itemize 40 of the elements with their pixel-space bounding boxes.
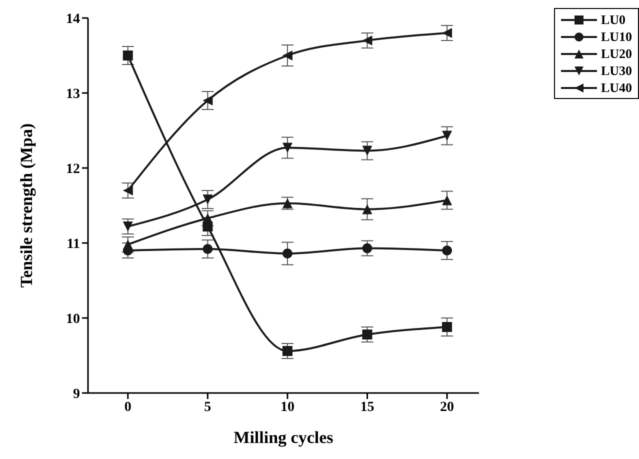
point [442,28,452,38]
y-tick-label: 9 [73,386,80,402]
point [362,204,372,214]
point [202,213,213,224]
point [282,248,292,258]
legend-label: LU40 [600,80,632,96]
point [282,142,292,153]
point [202,194,213,204]
y-tick-label: 12 [66,162,80,177]
y-tick-label: 10 [66,312,80,327]
x-tick-label: 5 [204,400,212,415]
point [122,50,133,60]
point [362,146,372,156]
x-tick-label: 20 [440,400,454,415]
point [282,50,292,60]
point [442,246,452,256]
point [362,243,372,254]
legend-label: LU20 [600,46,632,62]
y-axis-title: Tensile strength (Mpa) [17,123,36,288]
point [202,96,213,106]
x-tick-label: 10 [280,400,294,415]
y-tick-label: 14 [66,12,80,27]
point [442,322,452,332]
point [362,330,372,340]
legend-label: LU10 [600,28,632,44]
point [442,195,452,206]
legend-label: LU0 [600,12,626,28]
point [442,130,452,141]
point [362,36,372,46]
x-tick-label: 15 [360,400,374,415]
legend-label: LU30 [600,62,632,78]
point [282,346,292,356]
point [122,186,133,196]
point [202,244,213,254]
point [122,222,133,232]
point [122,240,133,250]
y-tick-label: 13 [66,86,80,102]
x-axis-title: Milling cycles [234,428,334,447]
x-tick-label: 0 [124,400,132,415]
y-tick-label: 11 [66,236,80,252]
